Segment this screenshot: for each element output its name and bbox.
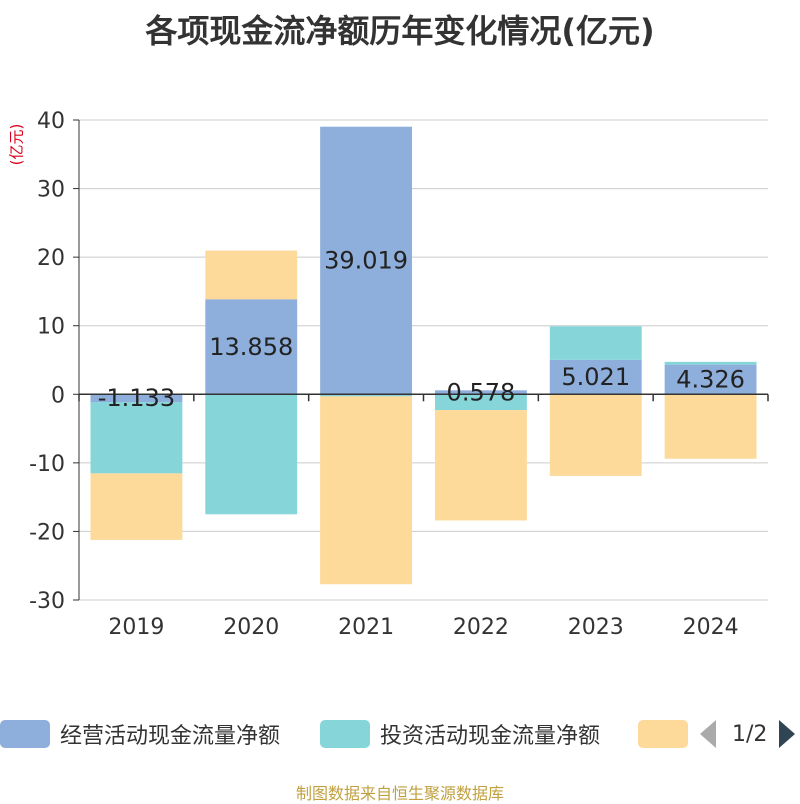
data-label-2020: 13.858 bbox=[209, 333, 293, 361]
y-tick-label: 10 bbox=[37, 315, 65, 340]
data-label-2024: 4.326 bbox=[676, 365, 745, 393]
bar-2020-series-0 bbox=[205, 299, 298, 395]
bar-2023-series-0 bbox=[549, 359, 642, 395]
data-source-note: 制图数据来自恒生聚源数据库 bbox=[295, 784, 504, 803]
bar-2024-series-1 bbox=[664, 361, 757, 365]
x-tick-label-2020: 2020 bbox=[223, 615, 279, 640]
x-tick-label-2024: 2024 bbox=[683, 615, 739, 640]
bar-2019-series-1 bbox=[90, 402, 183, 474]
legend-pager: 1/2 bbox=[700, 716, 796, 752]
legend-prev-icon[interactable] bbox=[700, 720, 716, 748]
bar-2019-series-0 bbox=[90, 394, 183, 403]
legend-swatch-financing bbox=[638, 720, 688, 748]
y-tick-label: 0 bbox=[51, 383, 65, 408]
y-tick-label: -20 bbox=[29, 520, 65, 545]
legend-swatch-investing bbox=[320, 720, 370, 748]
legend-next-icon[interactable] bbox=[779, 720, 796, 748]
bar-2020-series-2 bbox=[205, 250, 298, 300]
bar-2022-series-1 bbox=[434, 394, 527, 411]
legend-item-operating[interactable]: 经营活动现金流量净额 bbox=[0, 716, 280, 752]
bar-2021-series-1 bbox=[320, 394, 413, 397]
y-tick-label: 30 bbox=[37, 178, 65, 203]
legend-page-indicator: 1/2 bbox=[732, 721, 768, 747]
x-tick-label-2022: 2022 bbox=[453, 615, 509, 640]
bar-2021-series-0 bbox=[320, 126, 413, 395]
data-label-2022: 0.578 bbox=[447, 378, 516, 406]
legend-label-investing: 投资活动现金流量净额 bbox=[380, 724, 601, 749]
legend-label-operating: 经营活动现金流量净额 bbox=[60, 724, 281, 749]
legend-item-financing[interactable] bbox=[638, 716, 688, 752]
x-tick-label-2021: 2021 bbox=[338, 615, 394, 640]
bar-2023-series-1 bbox=[549, 326, 642, 360]
bar-2024-series-0 bbox=[664, 364, 757, 395]
bar-2023-series-2 bbox=[549, 394, 642, 476]
x-tick-label-2019: 2019 bbox=[108, 615, 164, 640]
chart-title: 各项现金流净额历年变化情况(亿元) bbox=[145, 12, 655, 50]
y-tick-label: 20 bbox=[37, 246, 65, 271]
bar-2020-series-1 bbox=[205, 394, 298, 515]
bar-chart: -30 -20 -10 0 10 20 30 40 -1.133 13.858 39.019 0.57… bbox=[29, 109, 769, 640]
x-tick-label-2023: 2023 bbox=[568, 615, 624, 640]
bar-2021-series-2 bbox=[320, 396, 413, 585]
data-label-2021: 39.019 bbox=[324, 247, 408, 275]
bar-2022-series-0 bbox=[434, 390, 527, 395]
legend-item-investing[interactable]: 投资活动现金流量净额 bbox=[320, 716, 600, 752]
y-tick-label: -30 bbox=[29, 589, 65, 614]
bar-2024-series-2 bbox=[664, 394, 757, 459]
legend: 经营活动现金流量净额 投资活动现金流量净额 1/2 bbox=[0, 716, 800, 752]
y-tick-label: -10 bbox=[29, 452, 65, 477]
data-label-2023: 5.021 bbox=[561, 363, 630, 391]
y-tick-label: 40 bbox=[37, 109, 65, 134]
data-label-2019: -1.133 bbox=[98, 384, 175, 412]
bar-2022-series-2 bbox=[434, 410, 527, 521]
legend-swatch-operating bbox=[0, 720, 50, 748]
bar-2019-series-2 bbox=[90, 473, 183, 540]
